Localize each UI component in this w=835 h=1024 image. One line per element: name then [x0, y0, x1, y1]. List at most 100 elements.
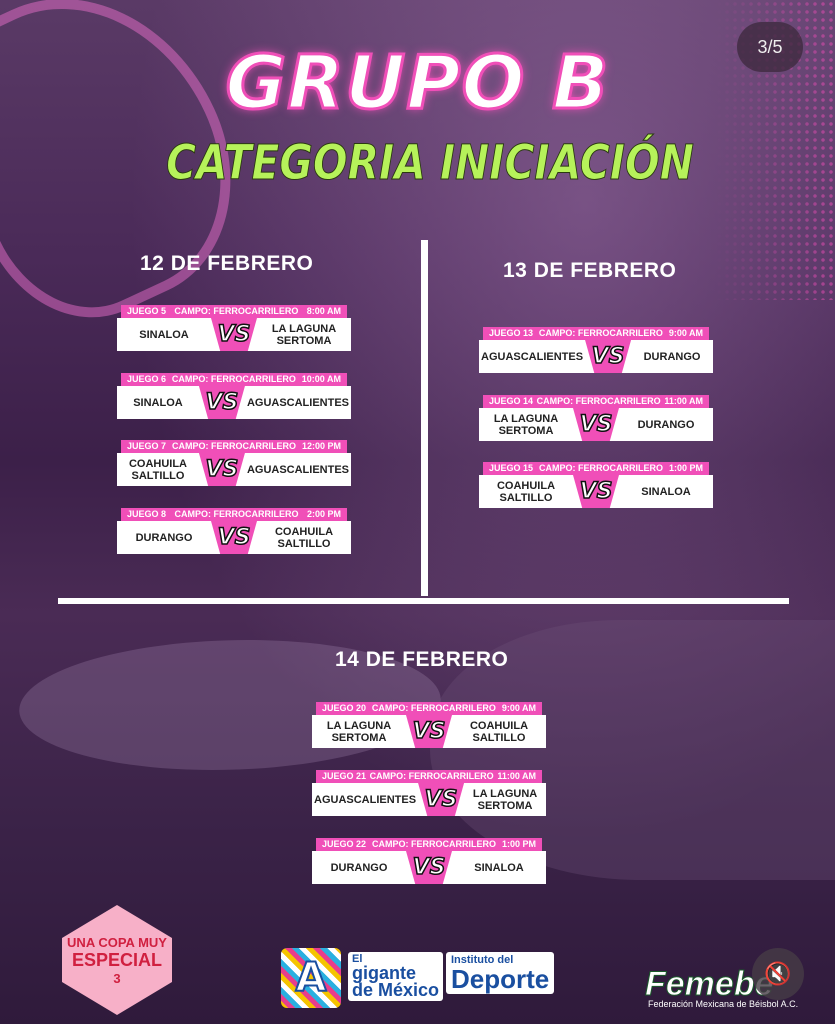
instituto-line2: Deporte — [451, 964, 550, 994]
game-number: JUEGO 7 — [127, 441, 167, 451]
game-time: 1:00 PM — [668, 463, 703, 473]
match-row: AGUASCALIENTES VS LA LAGUNA SERTOMA — [312, 783, 546, 816]
match-card: JUEGO 5 CAMPO: FERROCARRILERO 8:00 AM SI… — [117, 305, 351, 351]
game-number: JUEGO 13 — [489, 328, 534, 338]
away-team: AGUASCALIENTES — [246, 396, 349, 409]
copa-line3: 3 — [113, 970, 121, 986]
field-name: CAMPO: FERROCARRILERO — [174, 306, 299, 316]
field-name: CAMPO: FERROCARRILERO — [171, 441, 296, 451]
home-team: COAHUILA SALTILLO — [128, 457, 187, 482]
match-header: JUEGO 8 CAMPO: FERROCARRILERO 2:00 PM — [121, 508, 347, 521]
game-time: 8:00 AM — [306, 306, 341, 316]
game-number: JUEGO 5 — [127, 306, 167, 316]
copa-line1: UNA COPA MUY — [67, 934, 167, 950]
match-row: SINALOA VS AGUASCALIENTES — [117, 386, 351, 419]
vs-badge: VS — [406, 851, 452, 884]
day-label-13: 13 DE FEBRERO — [503, 259, 677, 282]
away-team: LA LAGUNA SERTOMA — [472, 787, 538, 812]
match-card: JUEGO 8 CAMPO: FERROCARRILERO 2:00 PM DU… — [117, 508, 351, 554]
game-time: 11:00 AM — [497, 771, 536, 781]
match-card: JUEGO 6 CAMPO: FERROCARRILERO 10:00 AM S… — [117, 373, 351, 419]
match-header: JUEGO 5 CAMPO: FERROCARRILERO 8:00 AM — [121, 305, 347, 318]
field-name: CAMPO: FERROCARRILERO — [371, 703, 496, 713]
away-team: COAHUILA SALTILLO — [469, 719, 529, 744]
away-team: LA LAGUNA SERTOMA — [271, 322, 337, 347]
match-row: COAHUILA SALTILLO VS SINALOA — [479, 475, 713, 508]
gigante-de-mexico-logo: El gigante de México — [348, 952, 444, 1001]
gigante-line3: de México — [352, 980, 440, 1000]
match-header: JUEGO 14 CAMPO: FERROCARRILERO 11:00 AM — [483, 395, 709, 408]
match-header: JUEGO 22 CAMPO: FERROCARRILERO 1:00 PM — [316, 838, 542, 851]
vertical-divider — [421, 240, 428, 596]
vs-badge: VS — [211, 521, 257, 554]
match-header: JUEGO 13 CAMPO: FERROCARRILERO 9:00 AM — [483, 327, 709, 340]
femebe-subtitle: Federación Mexicana de Béisbol A.C. — [648, 999, 799, 1009]
field-name: CAMPO: FERROCARRILERO — [538, 328, 663, 338]
game-time: 10:00 AM — [301, 374, 341, 384]
home-team: DURANGO — [330, 861, 388, 874]
game-time: 2:00 PM — [306, 509, 341, 519]
away-team: SINALOA — [641, 485, 691, 498]
game-time: 1:00 PM — [501, 839, 536, 849]
match-row: DURANGO VS COAHUILA SALTILLO — [117, 521, 351, 554]
instituto-line1: Instituto del — [451, 954, 514, 966]
home-team: LA LAGUNA SERTOMA — [493, 412, 559, 437]
vs-badge: VS — [585, 340, 632, 373]
game-number: JUEGO 6 — [127, 374, 167, 384]
field-name: CAMPO: FERROCARRILERO — [539, 463, 663, 473]
gigante-line1: El — [352, 953, 363, 965]
home-team: DURANGO — [135, 531, 193, 544]
outfield-decoration — [430, 620, 835, 880]
game-time: 9:00 AM — [501, 703, 536, 713]
match-card: JUEGO 14 CAMPO: FERROCARRILERO 11:00 AM … — [479, 395, 713, 441]
away-team: SINALOA — [474, 861, 524, 874]
game-number: JUEGO 21 — [322, 771, 367, 781]
match-row: COAHUILA SALTILLO VS AGUASCALIENTES — [117, 453, 351, 486]
a-mark-logo: A — [281, 948, 341, 1008]
slide-counter: 3/5 — [737, 22, 803, 72]
away-team: AGUASCALIENTES — [246, 463, 349, 476]
game-number: JUEGO 20 — [322, 703, 367, 713]
speaker-muted-icon[interactable]: 🔇 — [752, 948, 804, 1000]
match-row: AGUASCALIENTES VS DURANGO — [479, 340, 713, 373]
horizontal-divider — [58, 598, 789, 604]
match-card: JUEGO 13 CAMPO: FERROCARRILERO 9:00 AM A… — [479, 327, 713, 373]
field-name: CAMPO: FERROCARRILERO — [174, 509, 299, 519]
vs-badge: VS — [573, 475, 619, 508]
match-row: DURANGO VS SINALOA — [312, 851, 546, 884]
match-header: JUEGO 6 CAMPO: FERROCARRILERO 10:00 AM — [121, 373, 347, 386]
vs-badge: VS — [198, 386, 245, 419]
copa-line2: ESPECIAL — [71, 949, 163, 970]
game-time: 9:00 AM — [668, 328, 703, 338]
game-number: JUEGO 14 — [489, 396, 534, 406]
match-card: JUEGO 7 CAMPO: FERROCARRILERO 12:00 PM C… — [117, 440, 351, 486]
page-title: GRUPO B — [224, 39, 610, 128]
away-team: DURANGO — [637, 418, 695, 431]
match-card: JUEGO 15 CAMPO: FERROCARRILERO 1:00 PM C… — [479, 462, 713, 508]
field-name: CAMPO: FERROCARRILERO — [171, 374, 296, 384]
away-team: COAHUILA SALTILLO — [274, 525, 334, 550]
field-name: CAMPO: FERROCARRILERO — [369, 771, 494, 781]
match-row: SINALOA VS LA LAGUNA SERTOMA — [117, 318, 351, 351]
match-card: JUEGO 22 CAMPO: FERROCARRILERO 1:00 PM D… — [312, 838, 546, 884]
vs-badge: VS — [198, 453, 245, 486]
game-time: 12:00 PM — [301, 441, 341, 451]
home-team: SINALOA — [139, 328, 189, 341]
match-header: JUEGO 7 CAMPO: FERROCARRILERO 12:00 PM — [121, 440, 347, 453]
away-team: DURANGO — [643, 350, 701, 363]
match-row: LA LAGUNA SERTOMA VS DURANGO — [479, 408, 713, 441]
home-team: SINALOA — [133, 396, 183, 409]
game-number: JUEGO 22 — [322, 839, 367, 849]
vs-badge: VS — [211, 318, 257, 351]
home-team: COAHUILA SALTILLO — [496, 479, 556, 504]
day-label-12: 12 DE FEBRERO — [140, 252, 314, 275]
day-label-14: 14 DE FEBRERO — [335, 648, 509, 671]
game-time: 11:00 AM — [664, 396, 703, 406]
match-header: JUEGO 21 CAMPO: FERROCARRILERO 11:00 AM — [316, 770, 542, 783]
field-name: CAMPO: FERROCARRILERO — [372, 839, 496, 849]
match-row: LA LAGUNA SERTOMA VS COAHUILA SALTILLO — [312, 715, 546, 748]
gigante-line2: gigante — [352, 963, 417, 983]
page-subtitle: CATEGORIA INICIACIÓN — [166, 135, 695, 192]
game-number: JUEGO 8 — [127, 509, 167, 519]
match-card: JUEGO 20 CAMPO: FERROCARRILERO 9:00 AM L… — [312, 702, 546, 748]
